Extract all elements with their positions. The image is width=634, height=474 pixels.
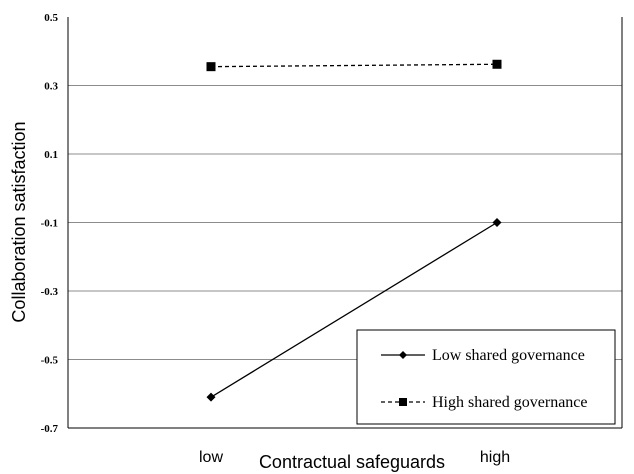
y-tick-label: -0.7 <box>41 423 59 435</box>
gridlines <box>68 85 622 360</box>
y-tick-label: 0.3 <box>44 81 58 93</box>
y-tick-label: 0.5 <box>44 12 58 24</box>
y-tick-label: 0.1 <box>44 149 58 161</box>
y-tick-label: -0.5 <box>41 355 59 367</box>
legend-marker-diamond <box>399 351 407 359</box>
legend-label-high-shared-governance: High shared governance <box>432 394 588 411</box>
data-point-0-1 <box>492 218 502 227</box>
series-lines <box>206 59 502 402</box>
y-tick-labels: 0.5 0.3 0.1 -0.1 -0.3 -0.5 -0.7 <box>41 12 59 435</box>
x-axis-title: Contractual safeguards <box>259 452 445 472</box>
data-point-0-0 <box>206 392 216 402</box>
legend-label-low-shared-governance: Low shared governance <box>432 347 585 364</box>
series-line-0 <box>210 221 498 398</box>
y-axis-title: Collaboration satisfaction <box>9 121 29 322</box>
legend: Low shared governance High shared govern… <box>356 329 616 425</box>
series-line-1 <box>210 63 498 68</box>
y-tick-label: -0.3 <box>41 286 59 298</box>
legend-marker-square <box>399 398 407 406</box>
legend-box <box>356 329 616 425</box>
category-label-high: high <box>480 449 510 466</box>
data-point-1-1 <box>492 59 502 69</box>
category-label-low: low <box>199 449 223 466</box>
y-tick-label: -0.1 <box>41 218 58 230</box>
data-point-1-0 <box>206 62 216 72</box>
